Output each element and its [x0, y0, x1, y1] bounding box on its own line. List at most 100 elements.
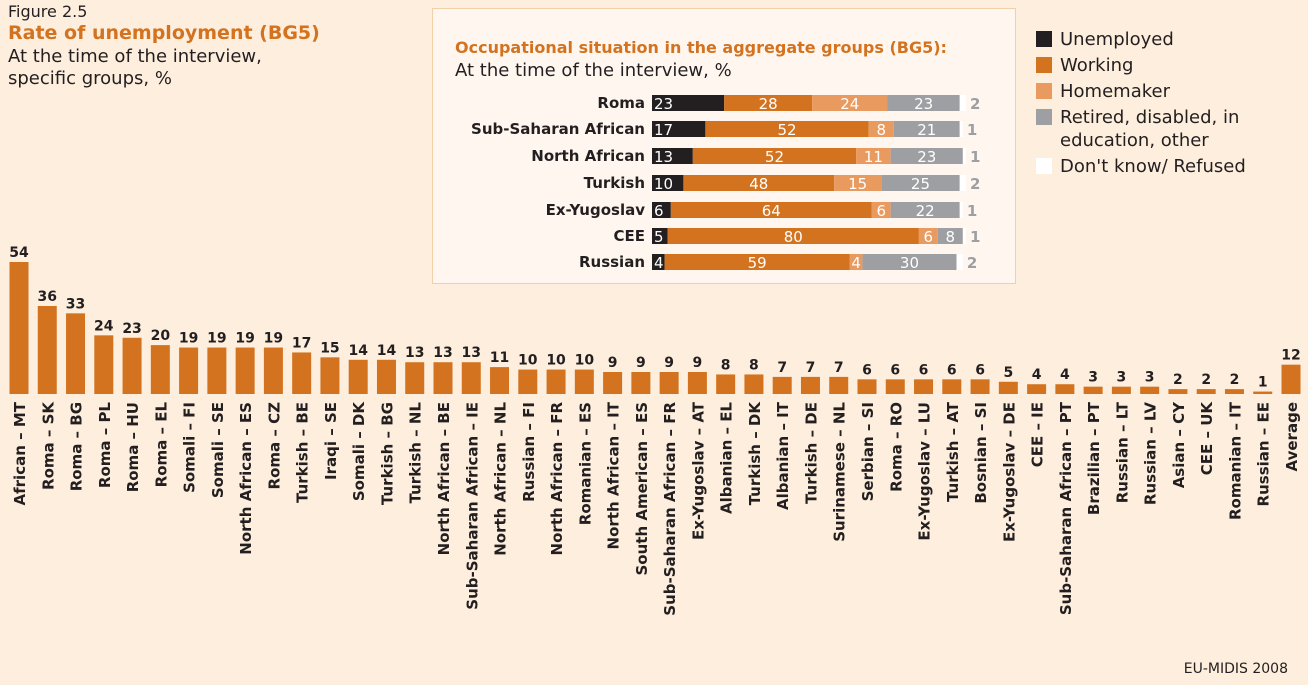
bar-segment [862, 254, 957, 270]
value-label: 23 [917, 148, 936, 166]
bar-segment [834, 175, 882, 191]
value-label: 28 [759, 95, 778, 113]
bar [687, 372, 707, 394]
bar [1253, 391, 1273, 394]
bar [998, 381, 1018, 394]
bar [772, 376, 792, 394]
legend-swatch [1036, 158, 1052, 174]
bar [1168, 389, 1188, 394]
bar [659, 372, 679, 394]
x-tick-label: South American – ES [633, 402, 651, 576]
value-label: 4 [851, 254, 861, 272]
x-tick-label: Somali – SE [209, 402, 227, 498]
value-label: 2 [1173, 372, 1183, 388]
value-label: 6 [654, 202, 664, 220]
bar-segment [871, 202, 891, 218]
bar-segment [856, 148, 891, 164]
bar-segment [887, 95, 960, 111]
x-tick-label: Turkish – AT [944, 401, 962, 502]
figure-label: Figure 2.5 [8, 2, 88, 21]
value-label: 1 [967, 202, 977, 220]
value-label: 15 [320, 340, 339, 356]
x-tick-label: North African – ES [237, 402, 255, 555]
bar [744, 374, 764, 394]
value-label: 23 [122, 321, 141, 337]
bar [37, 306, 57, 394]
value-label: 23 [914, 95, 933, 113]
value-label: 30 [900, 254, 919, 272]
bar [603, 372, 623, 394]
chart-title: Rate of unemployment (BG5) [8, 22, 320, 44]
bar [1055, 384, 1075, 394]
bar [1111, 386, 1131, 394]
x-tick-label: Ex-Yugoslav – DE [1000, 402, 1018, 542]
legend-item: Retired, disabled, in education, other [1036, 106, 1276, 152]
value-label: 10 [575, 353, 595, 369]
x-tick-label: CEE – UK [1198, 401, 1216, 476]
bar-segment [652, 228, 668, 244]
chart-subtitle: At the time of the interview, specific g… [8, 46, 262, 89]
bar [94, 335, 114, 394]
legend-swatch [1036, 57, 1052, 73]
value-label: 1 [967, 121, 977, 139]
bar-segment [962, 148, 966, 164]
y-tick-label: Sub-Saharan African [471, 120, 645, 138]
x-tick-label: Roma – EL [152, 402, 170, 488]
value-label: 33 [66, 296, 85, 312]
value-label: 14 [348, 343, 368, 359]
bar [716, 374, 736, 394]
x-tick-label: Sub-Saharan African – IE [463, 402, 481, 610]
bar [235, 347, 255, 394]
bar [1027, 384, 1047, 394]
value-label: 10 [546, 353, 566, 369]
value-label: 9 [608, 355, 618, 371]
value-label: 52 [765, 148, 784, 166]
value-label: 5 [1003, 365, 1013, 381]
legend-swatch [1036, 109, 1052, 125]
value-label: 3 [1145, 370, 1155, 386]
x-tick-label: Roma – RO [887, 402, 905, 492]
value-label: 8 [876, 121, 886, 139]
value-label: 6 [924, 228, 934, 246]
value-label: 7 [777, 360, 787, 376]
bar-segment [652, 254, 665, 270]
value-label: 6 [862, 362, 872, 378]
bar [150, 345, 170, 394]
x-tick-label: Asian – CY [1170, 401, 1188, 488]
inset-subtitle: At the time of the interview, % [455, 60, 732, 81]
value-label: 4 [654, 254, 664, 272]
x-tick-label: Turkish – DK [746, 401, 764, 506]
value-label: 5 [654, 228, 664, 246]
bar [461, 362, 481, 394]
bar [376, 359, 396, 394]
value-label: 7 [806, 360, 816, 376]
x-tick-label: Albanian – EL [718, 402, 736, 514]
bar-segment [959, 121, 963, 137]
bar-segment [959, 95, 966, 111]
value-label: 9 [636, 355, 646, 371]
value-label: 2 [1230, 372, 1240, 388]
value-label: 19 [264, 331, 283, 347]
x-tick-label: Russian – FI [520, 402, 538, 502]
x-tick-label: Roma – CZ [265, 402, 283, 490]
value-label: 2 [970, 95, 980, 113]
bar [631, 372, 651, 394]
source: EU-MIDIS 2008 [1183, 661, 1288, 677]
value-label: 8 [721, 357, 731, 373]
value-label: 20 [151, 328, 171, 344]
value-label: 11 [490, 350, 509, 366]
x-tick-label: Sub-Saharan African – FR [661, 402, 679, 616]
x-tick-label: Somali – DK [350, 401, 368, 502]
value-label: 19 [207, 331, 226, 347]
x-tick-label: Roma – HU [124, 402, 142, 492]
value-label: 6 [947, 362, 957, 378]
value-label: 6 [919, 362, 929, 378]
value-label: 54 [9, 245, 29, 261]
value-label: 10 [654, 175, 673, 193]
bar-segment [937, 228, 963, 244]
x-tick-label: Roma – SK [39, 401, 57, 490]
bar-segment [893, 121, 960, 137]
value-label: 13 [654, 148, 673, 166]
